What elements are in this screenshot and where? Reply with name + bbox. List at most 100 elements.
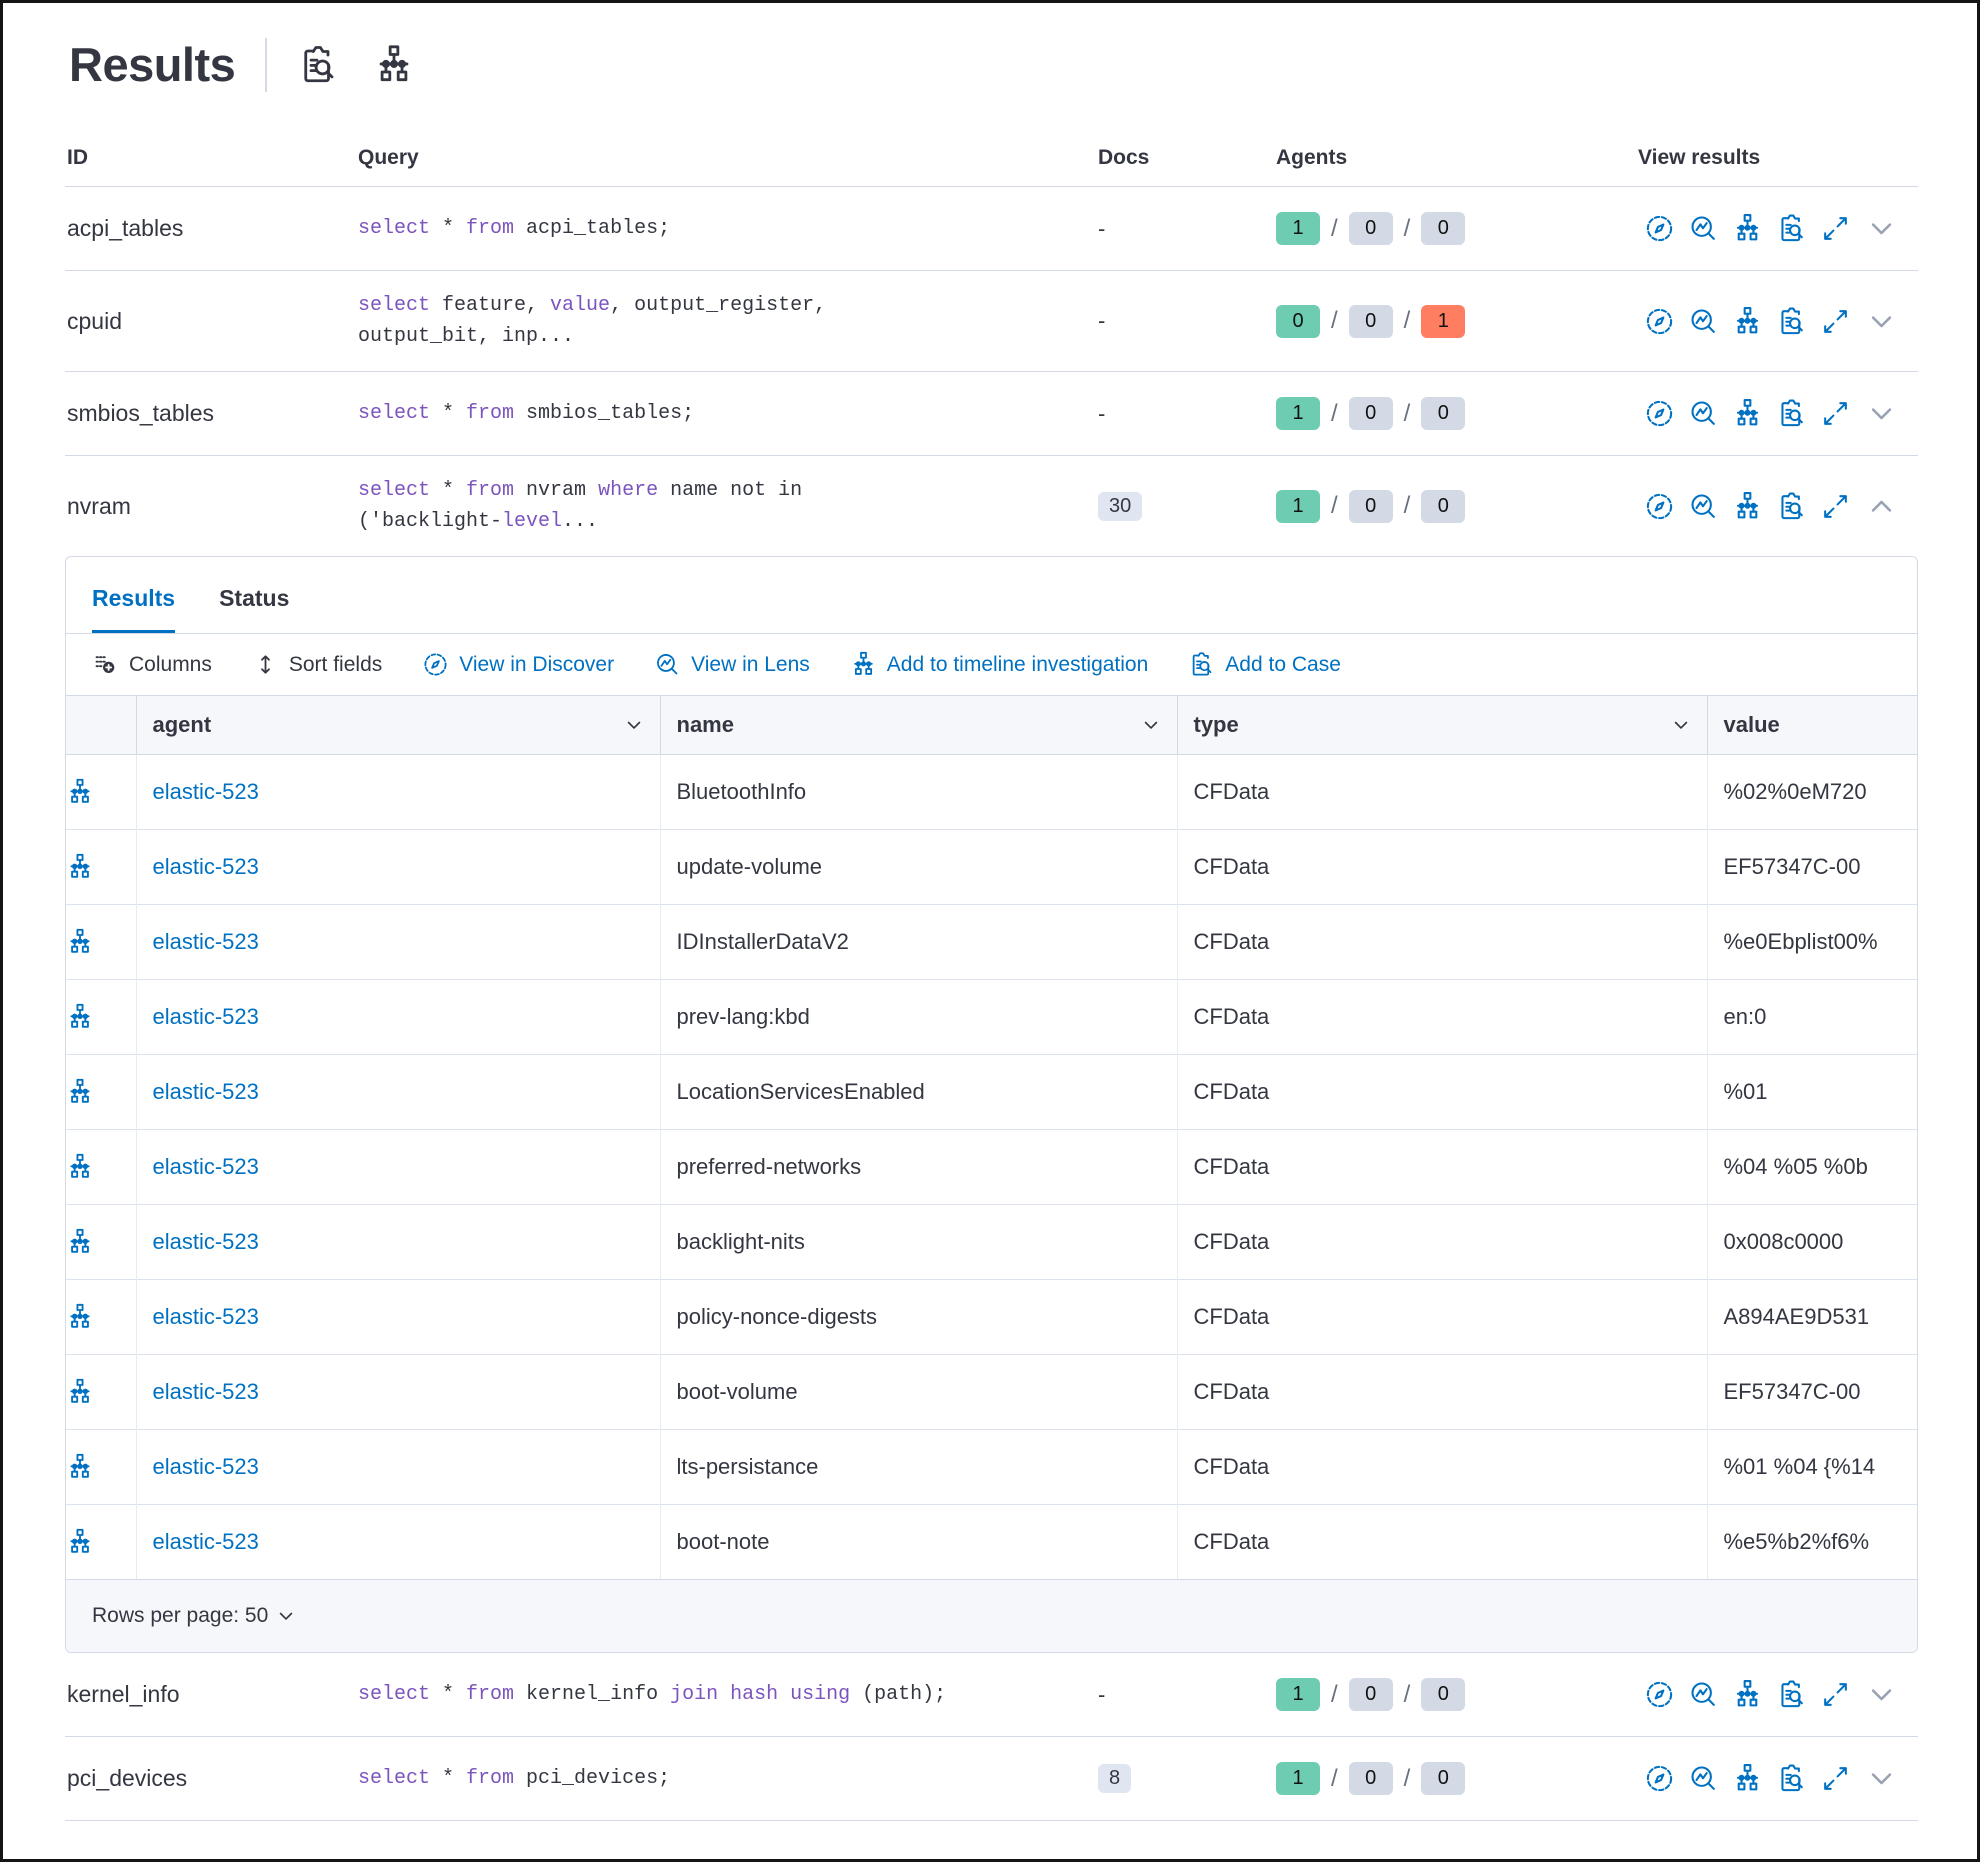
- grid-row: elastic-523 BluetoothInfo CFData %02%0eM720: [66, 754, 1917, 830]
- inspect-header-button[interactable]: [297, 44, 339, 86]
- agent-link[interactable]: elastic-523: [152, 1304, 259, 1329]
- chevron-down-icon: [1866, 306, 1897, 337]
- query-sql: select * from kernel_info join hash usin…: [358, 1679, 1082, 1710]
- expand-row-button[interactable]: [1866, 306, 1897, 337]
- timeline-button[interactable]: [1732, 1679, 1763, 1710]
- add-row-to-timeline-button[interactable]: [66, 1303, 94, 1331]
- timeline-header-button[interactable]: [373, 44, 415, 86]
- agent-link[interactable]: elastic-523: [152, 1379, 259, 1404]
- discover-button[interactable]: [1644, 1679, 1675, 1710]
- lens-button[interactable]: [1688, 306, 1719, 337]
- discover-button[interactable]: [1644, 1763, 1675, 1794]
- lens-button[interactable]: [1688, 491, 1719, 522]
- expand-button[interactable]: [1820, 491, 1851, 522]
- grid-cell-type: CFData: [1177, 1279, 1708, 1355]
- inspect-button[interactable]: [1776, 398, 1807, 429]
- toolbar-button-columns[interactable]: Columns: [92, 651, 212, 678]
- add-row-to-timeline-button[interactable]: [66, 1528, 94, 1556]
- timeline-button[interactable]: [1732, 306, 1763, 337]
- agents-separator: /: [1403, 1680, 1411, 1708]
- grid-cell-type: CFData: [1177, 904, 1708, 980]
- collapse-row-button[interactable]: [1866, 491, 1897, 522]
- expand-button[interactable]: [1820, 1763, 1851, 1794]
- agent-link[interactable]: elastic-523: [152, 1004, 259, 1029]
- query-id: cpuid: [65, 308, 358, 335]
- view-results-cell: [1638, 1679, 1918, 1710]
- grid-row-control-cell: [66, 1204, 137, 1280]
- query-id: acpi_tables: [65, 215, 358, 242]
- lens-button[interactable]: [1688, 1763, 1719, 1794]
- inspect-button[interactable]: [1776, 306, 1807, 337]
- timeline-icon: [850, 651, 877, 678]
- query-id-text: smbios_tables: [67, 400, 215, 426]
- grid-row: elastic-523 lts-persistance CFData %01 %04 …: [66, 1429, 1917, 1505]
- query-id: pci_devices: [65, 1765, 358, 1792]
- agent-link[interactable]: elastic-523: [152, 1229, 259, 1254]
- tab-results[interactable]: Results: [92, 585, 176, 633]
- agent-link[interactable]: elastic-523: [152, 1154, 259, 1179]
- add-row-to-timeline-button[interactable]: [66, 853, 94, 881]
- query-row-pci_devices: pci_devices select * from pci_devices; 8 1 /…: [65, 1736, 1918, 1820]
- expand-icon: [1820, 398, 1851, 429]
- add-row-to-timeline-button[interactable]: [66, 1078, 94, 1106]
- inspect-button[interactable]: [1776, 1679, 1807, 1710]
- expand-button[interactable]: [1820, 213, 1851, 244]
- add-row-to-timeline-button[interactable]: [66, 1453, 94, 1481]
- agent-link[interactable]: elastic-523: [152, 1454, 259, 1479]
- lens-button[interactable]: [1688, 1679, 1719, 1710]
- expand-button[interactable]: [1820, 1679, 1851, 1710]
- toolbar-button-add-to-timeline-investigation[interactable]: Add to timeline investigation: [850, 651, 1148, 678]
- query-sql-line: select * from kernel_info join hash usin…: [358, 1683, 947, 1706]
- query-sql: select * from pci_devices;: [358, 1763, 1082, 1794]
- query-id: nvram: [65, 493, 358, 520]
- toolbar-button-view-in-discover[interactable]: View in Discover: [422, 651, 614, 678]
- agent-link[interactable]: elastic-523: [152, 929, 259, 954]
- inspect-button[interactable]: [1776, 213, 1807, 244]
- add-row-to-timeline-button[interactable]: [66, 778, 94, 806]
- add-row-to-timeline-button[interactable]: [66, 1003, 94, 1031]
- expand-row-button[interactable]: [1866, 1763, 1897, 1794]
- inspect-button[interactable]: [1776, 491, 1807, 522]
- expand-row-button[interactable]: [1866, 213, 1897, 244]
- agent-link[interactable]: elastic-523: [152, 1529, 259, 1554]
- grid-header-cell-name[interactable]: name: [660, 695, 1178, 755]
- add-row-to-timeline-button[interactable]: [66, 1153, 94, 1181]
- grid-column-label: agent: [152, 712, 212, 737]
- inspect-icon: [1776, 491, 1807, 522]
- discover-button[interactable]: [1644, 213, 1675, 244]
- agent-link[interactable]: elastic-523: [152, 854, 259, 879]
- add-row-to-timeline-button[interactable]: [66, 1228, 94, 1256]
- toolbar-button-add-to-case[interactable]: Add to Case: [1188, 651, 1341, 678]
- timeline-button[interactable]: [1732, 491, 1763, 522]
- discover-button[interactable]: [1644, 491, 1675, 522]
- agent-count-badge-success: 0: [1276, 304, 1320, 338]
- add-row-to-timeline-button[interactable]: [66, 1378, 94, 1406]
- expand-button[interactable]: [1820, 306, 1851, 337]
- timeline-button[interactable]: [1732, 213, 1763, 244]
- tab-status[interactable]: Status: [219, 585, 290, 611]
- timeline-button[interactable]: [1732, 1763, 1763, 1794]
- inspect-button[interactable]: [1776, 1763, 1807, 1794]
- lens-button[interactable]: [1688, 213, 1719, 244]
- agent-link[interactable]: elastic-523: [152, 1079, 259, 1104]
- grid-cell-type: CFData: [1177, 1354, 1708, 1430]
- agent-count-badge-success: 1: [1276, 1678, 1320, 1711]
- expand-row-button[interactable]: [1866, 1679, 1897, 1710]
- toolbar-button-sort-fields[interactable]: Sort fields: [252, 651, 382, 678]
- agent-link[interactable]: elastic-523: [152, 779, 259, 804]
- rows-per-page-button[interactable]: Rows per page: 50: [92, 1604, 296, 1628]
- lens-button[interactable]: [1688, 398, 1719, 429]
- expand-button[interactable]: [1820, 398, 1851, 429]
- grid-header-cell-agent[interactable]: agent: [136, 695, 661, 755]
- timeline-button[interactable]: [1732, 398, 1763, 429]
- expand-row-button[interactable]: [1866, 398, 1897, 429]
- discover-button[interactable]: [1644, 398, 1675, 429]
- grid-header-cell-value[interactable]: value: [1707, 695, 1917, 755]
- grid-header-cell-type[interactable]: type: [1177, 695, 1708, 755]
- view-results-actions: [1638, 1679, 1918, 1710]
- toolbar-button-view-in-lens[interactable]: View in Lens: [654, 651, 810, 678]
- expand-icon: [1820, 491, 1851, 522]
- grid-cell-value: EF57347C-00: [1707, 1354, 1917, 1430]
- add-row-to-timeline-button[interactable]: [66, 928, 94, 956]
- discover-button[interactable]: [1644, 306, 1675, 337]
